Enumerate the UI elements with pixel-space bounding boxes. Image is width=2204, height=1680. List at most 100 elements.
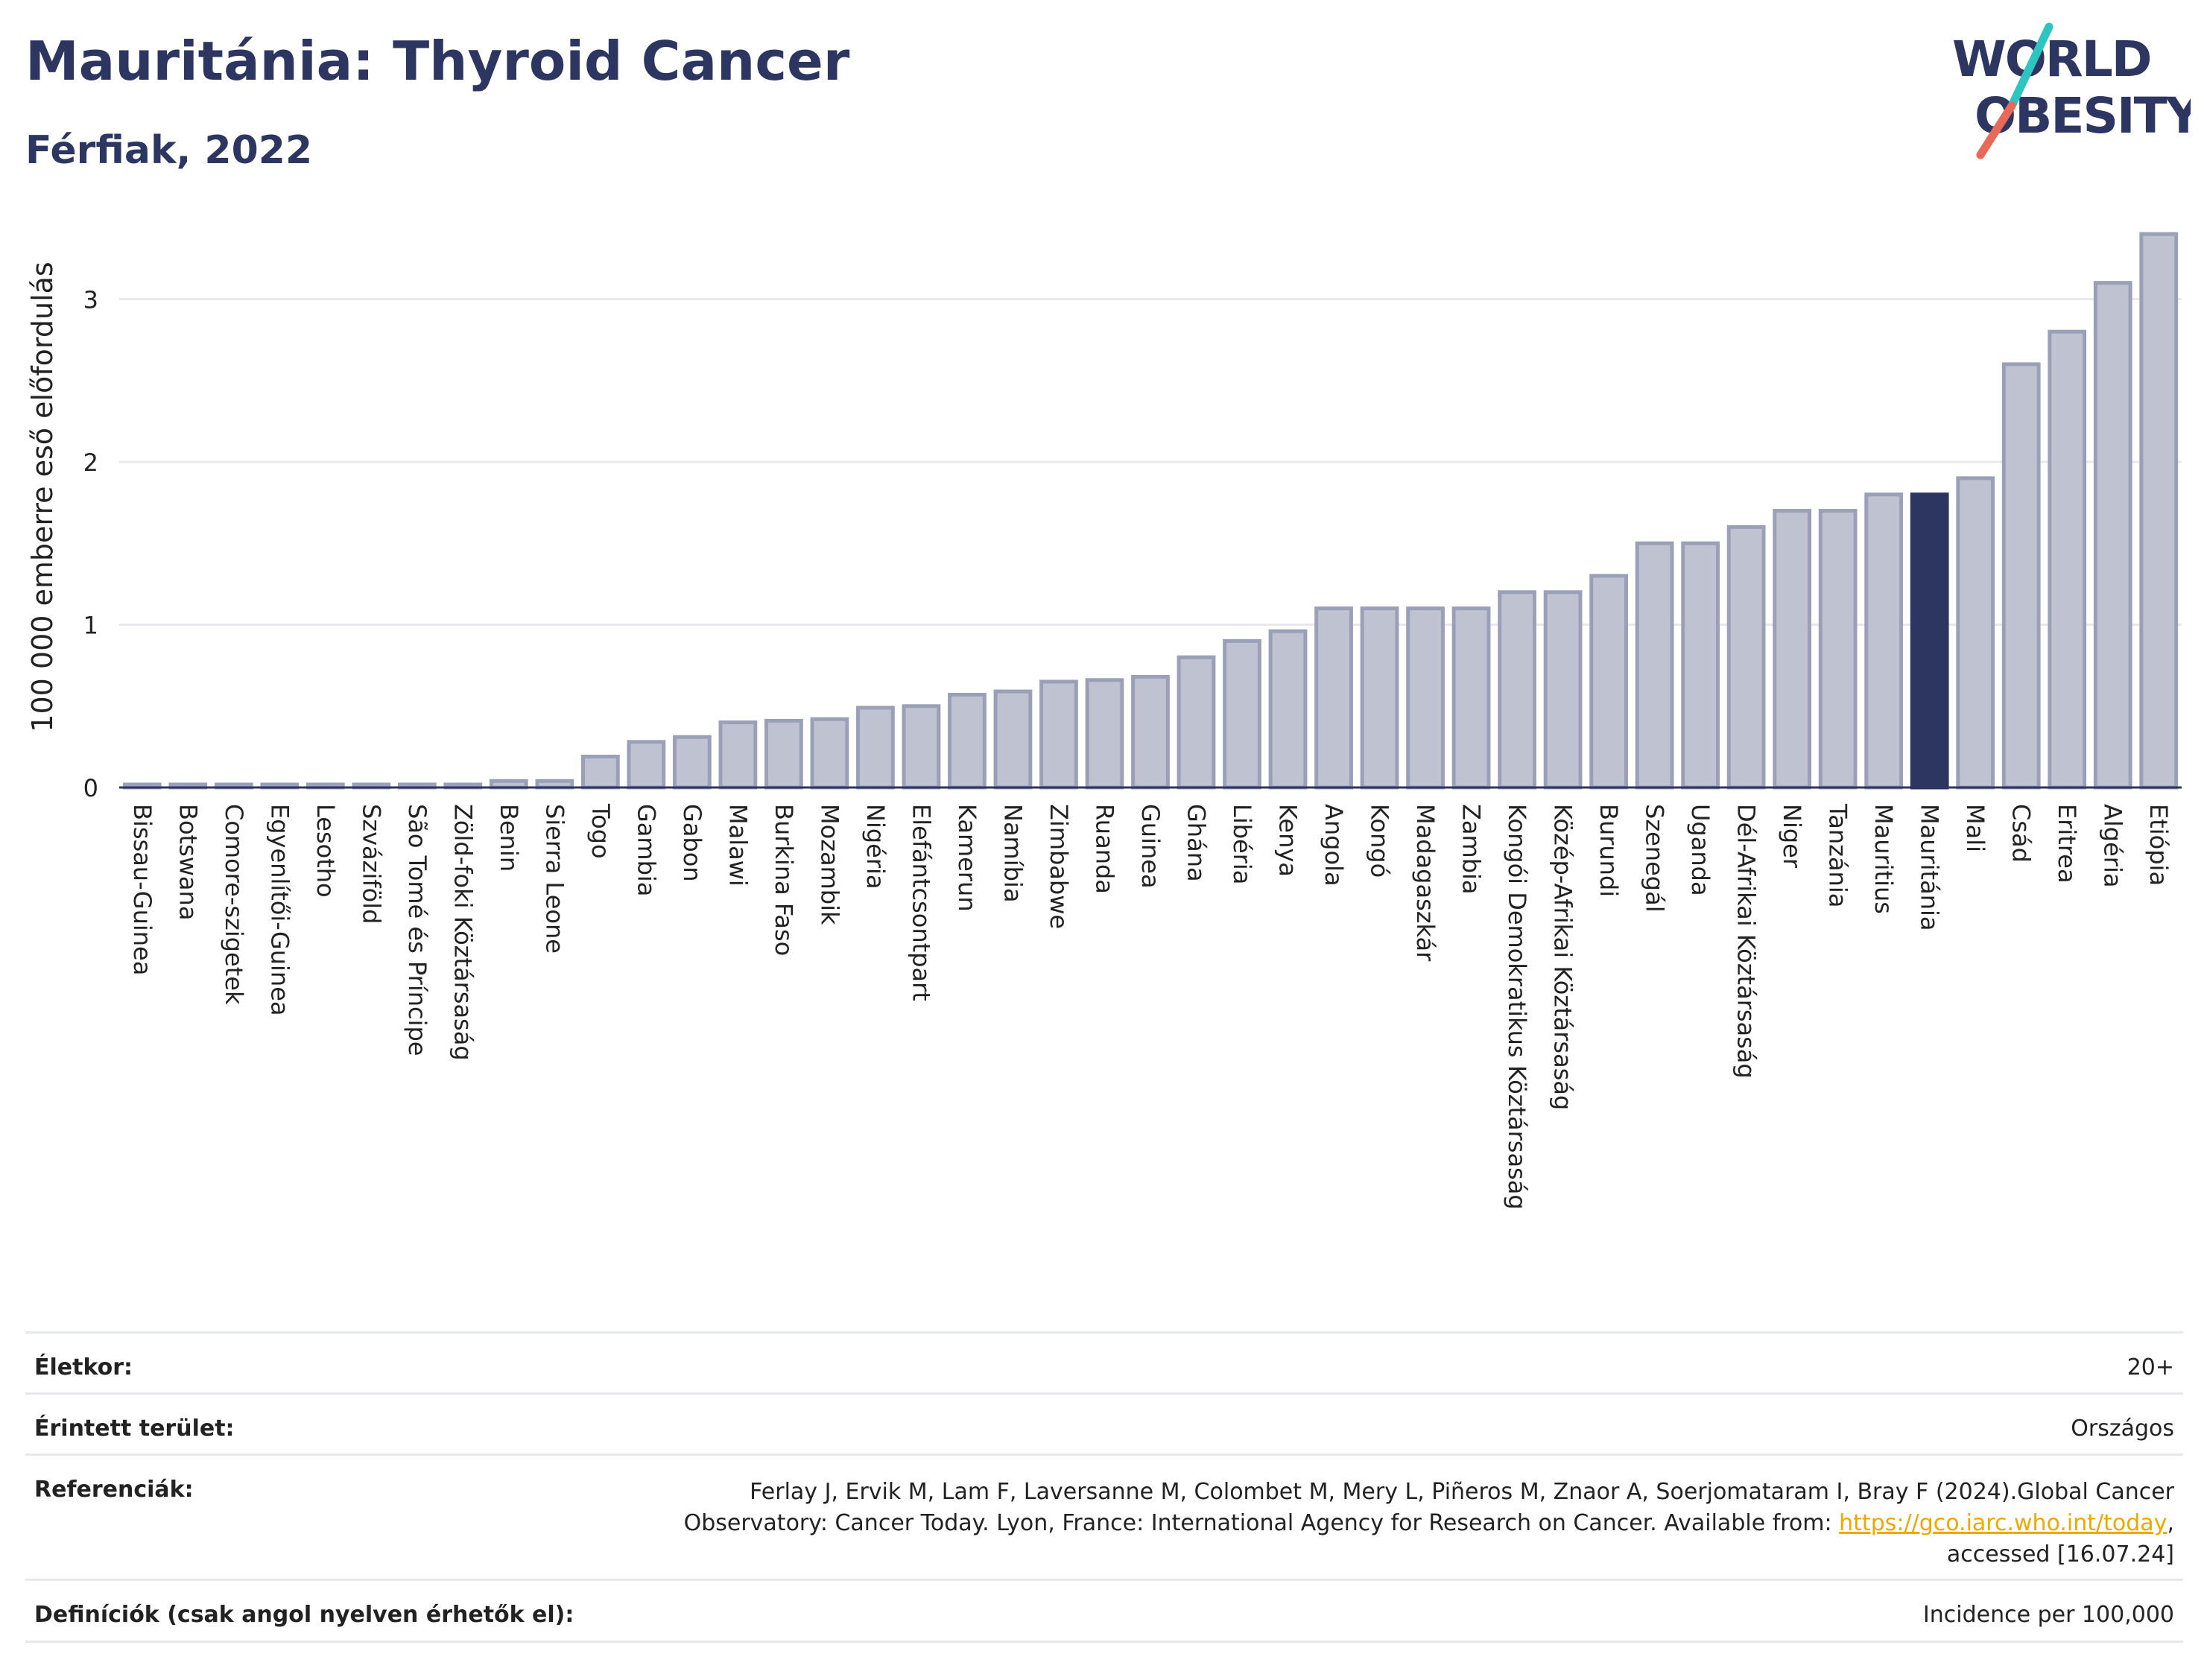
reference-line-2: Observatory: Cancer Today. Lyon, France:… bbox=[535, 1508, 2174, 1539]
bar-37 bbox=[1818, 509, 1858, 790]
age-label: Életkor: bbox=[34, 1354, 133, 1381]
x-tick-label: Mauritánia bbox=[1916, 804, 1944, 931]
reference-line-2-text: Observatory: Cancer Today. Lyon, France:… bbox=[683, 1510, 1840, 1536]
logo-slash-red bbox=[1976, 101, 2016, 159]
meta-row-area: Érintett terület: Országos bbox=[25, 1392, 2183, 1456]
bar-34 bbox=[1681, 541, 1720, 790]
x-tick-label: Etiópia bbox=[2144, 804, 2173, 886]
x-tick-label: Malawi bbox=[723, 804, 752, 887]
x-tick-label: Szenegál bbox=[1641, 804, 1669, 913]
x-tick-label: Burundi bbox=[1595, 804, 1623, 897]
bar-chart: 0 1 2 3 100 000 emberre eső előfordulás Bissa… bbox=[26, 232, 2182, 1210]
x-tick-label: Togo bbox=[586, 803, 615, 859]
bar-20 bbox=[1039, 679, 1078, 790]
x-tick-label: Kongó bbox=[1366, 804, 1394, 878]
definitions-label: Definíciók (csak angol nyelven érhetők e… bbox=[34, 1602, 574, 1628]
x-tick-label: Sierra Leone bbox=[540, 804, 569, 954]
meta-row-age: Életkor: 20+ bbox=[25, 1331, 2183, 1395]
x-tick-label: Ruanda bbox=[1090, 804, 1118, 894]
x-tick-label: Kongói Demokratikus Köztársaság bbox=[1503, 804, 1531, 1210]
bar-22 bbox=[1131, 674, 1170, 790]
x-tick-label: Botswana bbox=[174, 804, 202, 920]
bar-17 bbox=[902, 704, 941, 790]
x-tick-label: Comore-szigetek bbox=[220, 804, 248, 1005]
x-tick-label: Zöld-foki Köztársaság bbox=[449, 804, 477, 1061]
bar-27 bbox=[1360, 606, 1399, 790]
bar-32 bbox=[1589, 574, 1628, 790]
bar-42 bbox=[2048, 329, 2087, 790]
bar-33 bbox=[1635, 541, 1674, 790]
logo-text-world: WORLD bbox=[1952, 31, 2151, 88]
x-tick-label: Közép-Afrikai Köztársaság bbox=[1549, 804, 1577, 1110]
references-text: Ferlay J, Ervik M, Lam F, Laversanne M, … bbox=[535, 1477, 2174, 1570]
bar-12 bbox=[673, 735, 712, 790]
x-tick-label: Mozambik bbox=[815, 804, 843, 925]
x-tick-label: Namíbia bbox=[998, 804, 1027, 902]
bar-19 bbox=[993, 689, 1033, 790]
bar-24 bbox=[1223, 638, 1261, 790]
y-axis-title: 100 000 emberre eső előfordulás bbox=[26, 261, 59, 732]
bar-43 bbox=[2093, 281, 2132, 790]
x-tick-label: Lesotho bbox=[311, 804, 340, 898]
page-subtitle: Férfiak, 2022 bbox=[25, 128, 313, 173]
x-tick-label: Nigéria bbox=[861, 804, 890, 889]
x-tick-label: Guinea bbox=[1136, 804, 1165, 889]
x-tick-label: Mauritius bbox=[1869, 804, 1898, 914]
bar-23 bbox=[1177, 655, 1216, 790]
reference-line-3: accessed [16.07.24] bbox=[1946, 1541, 2174, 1568]
page-title: Mauritánia: Thyroid Cancer bbox=[25, 30, 850, 92]
bar-29 bbox=[1451, 606, 1491, 790]
bar-28 bbox=[1406, 606, 1445, 790]
logo-slash-teal bbox=[2007, 22, 2053, 110]
references-label: Referenciák: bbox=[34, 1477, 194, 1503]
x-tick-label: Gabon bbox=[678, 804, 706, 882]
x-tick-label: Burkina Faso bbox=[770, 804, 798, 956]
bar-35 bbox=[1726, 524, 1766, 790]
x-tick-label: Elefántcsontpart bbox=[907, 804, 935, 1001]
world-obesity-logo: WORLD OBESITY bbox=[1952, 22, 2191, 159]
x-tick-label: Kamerun bbox=[953, 804, 981, 912]
x-tick-label: Eritrea bbox=[2053, 804, 2081, 884]
bar-21 bbox=[1085, 678, 1124, 790]
bar-10 bbox=[580, 754, 620, 790]
bar-16 bbox=[856, 706, 895, 790]
bar-31 bbox=[1543, 590, 1583, 790]
x-tick-label: Benin bbox=[495, 804, 523, 872]
bar-44 bbox=[2139, 232, 2179, 790]
bar-14 bbox=[764, 718, 803, 790]
x-tick-label: Bissau-Guinea bbox=[128, 804, 156, 975]
area-label: Érintett terület: bbox=[34, 1416, 235, 1442]
reference-line-2-end: , bbox=[2167, 1510, 2174, 1536]
y-tick-label: 1 bbox=[83, 612, 98, 640]
bar-11 bbox=[627, 740, 666, 790]
x-tick-label: Zimbabwe bbox=[1045, 804, 1073, 929]
bar-18 bbox=[948, 692, 987, 790]
bar-13 bbox=[718, 720, 758, 790]
x-tick-label: Ghána bbox=[1182, 804, 1211, 882]
x-tick-label: Madagaszkár bbox=[1411, 804, 1440, 962]
bar-38 bbox=[1864, 492, 1904, 790]
x-tick-label: Zambia bbox=[1457, 804, 1486, 895]
bar-30 bbox=[1498, 590, 1536, 790]
x-tick-label: Algéria bbox=[2099, 804, 2127, 887]
meta-row-references: Referenciák: Ferlay J, Ervik M, Lam F, L… bbox=[25, 1454, 2183, 1581]
meta-row-definitions: Definíciók (csak angol nyelven érhetők e… bbox=[25, 1579, 2183, 1643]
x-tick-label: Csád bbox=[2007, 804, 2036, 863]
x-tick-label: São Tomé és Príncipe bbox=[403, 804, 431, 1056]
x-tick-label: Szváziföld bbox=[357, 804, 385, 924]
y-tick-label: 3 bbox=[83, 286, 98, 314]
x-tick-label: Tanzánia bbox=[1824, 803, 1852, 907]
x-tick-label: Kenya bbox=[1274, 804, 1302, 877]
x-tick-label: Uganda bbox=[1686, 804, 1714, 896]
x-tick-label: Gambia bbox=[632, 804, 660, 896]
x-tick-label: Niger bbox=[1778, 804, 1806, 869]
definitions-value: Incidence per 100,000 bbox=[1922, 1602, 2174, 1628]
bar-40 bbox=[1956, 476, 1995, 790]
reference-line-1: Ferlay J, Ervik M, Lam F, Laversanne M, … bbox=[750, 1479, 2174, 1505]
reference-link[interactable]: https://gco.iarc.who.int/today bbox=[1839, 1510, 2167, 1536]
bar-39 bbox=[1910, 492, 1949, 790]
bar-26 bbox=[1314, 606, 1353, 790]
x-tick-label: Mali bbox=[1961, 804, 1989, 852]
y-tick-label: 0 bbox=[83, 774, 98, 802]
x-tick-label: Egyenlítői-Guinea bbox=[265, 804, 294, 1016]
